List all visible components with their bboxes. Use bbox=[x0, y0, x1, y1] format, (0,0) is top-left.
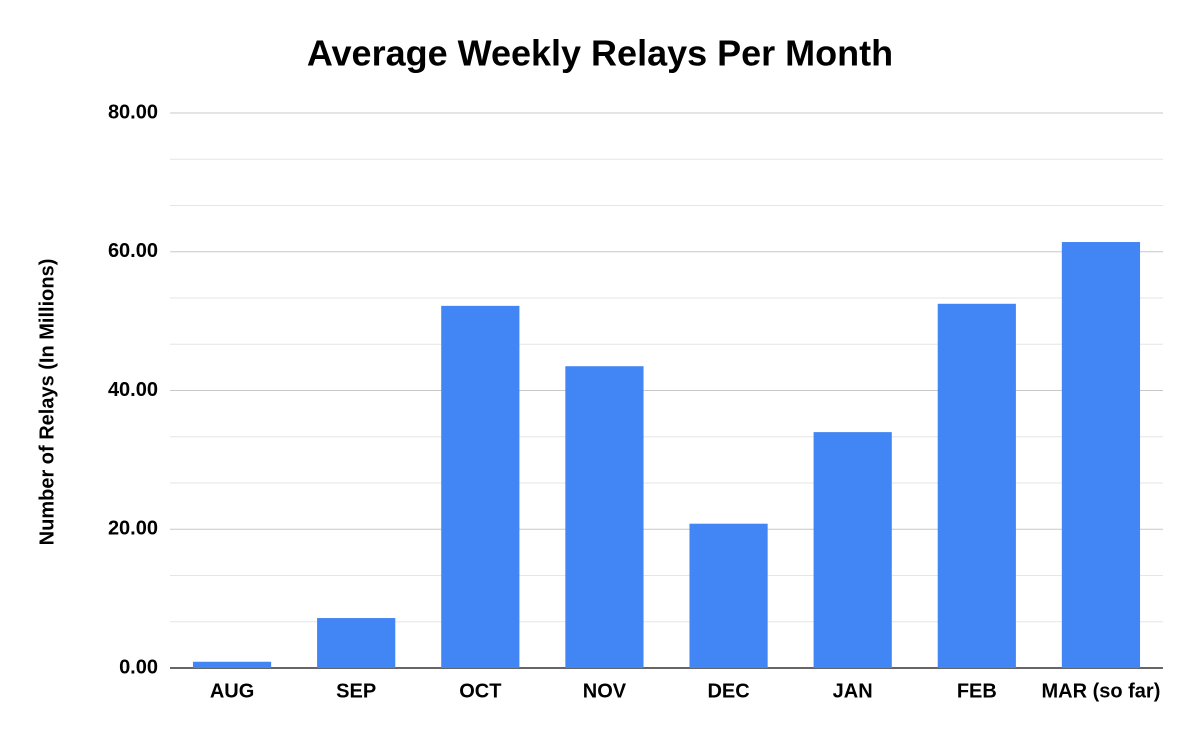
chart-title: Average Weekly Relays Per Month bbox=[307, 33, 893, 74]
bar bbox=[689, 523, 768, 668]
y-tick-label: 20.00 bbox=[108, 518, 158, 540]
x-tick-label: NOV bbox=[583, 680, 627, 702]
y-tick-label: 60.00 bbox=[108, 240, 158, 262]
x-tick-label: MAR (so far) bbox=[1041, 680, 1160, 702]
y-tick-label: 80.00 bbox=[108, 101, 158, 123]
x-tick-label: DEC bbox=[707, 680, 749, 702]
bar bbox=[1061, 242, 1141, 668]
y-tick-label: 40.00 bbox=[108, 379, 158, 401]
bar bbox=[565, 366, 644, 668]
y-axis-label: Number of Relays (In Millions) bbox=[36, 259, 58, 546]
bar bbox=[192, 661, 272, 668]
bar bbox=[317, 618, 396, 668]
x-tick-label: FEB bbox=[957, 680, 997, 702]
y-tick-label: 0.00 bbox=[119, 656, 158, 678]
x-tick-label: OCT bbox=[459, 680, 501, 702]
bar bbox=[813, 432, 892, 668]
x-tick-label: SEP bbox=[336, 680, 376, 702]
bar bbox=[441, 305, 520, 668]
x-tick-label: AUG bbox=[210, 680, 254, 702]
bar bbox=[937, 303, 1016, 668]
x-tick-label: JAN bbox=[833, 680, 873, 702]
